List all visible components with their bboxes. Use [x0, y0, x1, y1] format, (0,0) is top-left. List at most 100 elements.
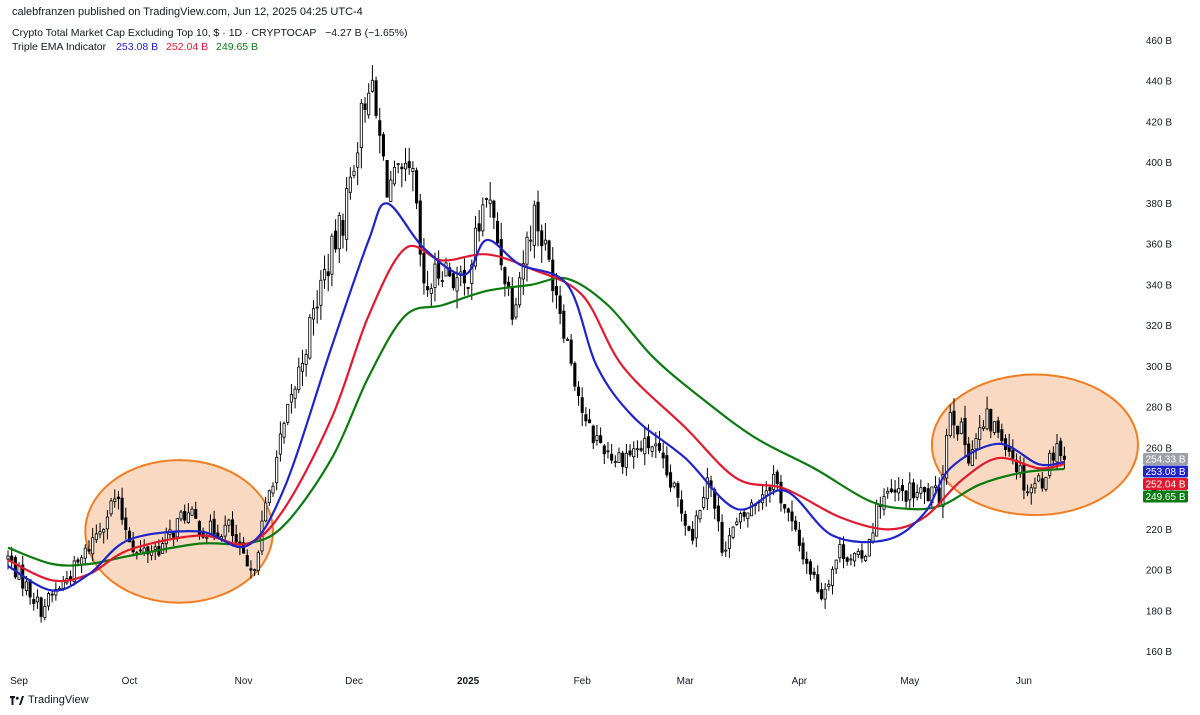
candle-body: [1062, 455, 1066, 460]
candle-body: [308, 317, 312, 359]
candle-body: [1022, 464, 1026, 491]
candle-body: [484, 198, 489, 200]
candle-body: [900, 485, 904, 492]
candle-body: [610, 453, 614, 461]
candle-body: [963, 417, 967, 446]
candle-body: [190, 508, 194, 516]
price-tag: [1143, 478, 1188, 490]
candle-body: [113, 498, 117, 503]
candle-body: [466, 287, 470, 289]
candle-body: [591, 425, 595, 444]
candle-body: [786, 508, 790, 513]
candle-body: [720, 521, 724, 553]
candle-body: [996, 420, 1000, 433]
candle-body: [304, 354, 308, 365]
candle-body: [359, 102, 363, 148]
candle-body: [223, 524, 227, 537]
candle-body: [1026, 491, 1030, 494]
candle-body: [705, 477, 709, 500]
price-tag-label: 253.08 B: [1145, 467, 1185, 478]
y-tick-label: 420 B: [1146, 117, 1172, 128]
candle-body: [10, 555, 14, 561]
candle-body: [624, 452, 628, 468]
candle-body: [823, 588, 827, 600]
candle-body: [337, 215, 341, 250]
candle-body: [816, 574, 820, 592]
candle-body: [639, 448, 643, 451]
candle-body: [801, 542, 805, 560]
candle-body: [212, 518, 216, 535]
candle-body: [621, 452, 625, 468]
tradingview-logo-icon: [10, 695, 24, 705]
x-tick-label: Sep: [10, 676, 28, 687]
candle-body: [650, 446, 654, 452]
candle-body: [440, 280, 444, 282]
candle-body: [518, 277, 522, 306]
candle-body: [35, 596, 39, 603]
candle-body: [613, 461, 617, 463]
candle-body: [654, 443, 658, 447]
brand-name: TradingView: [28, 694, 89, 706]
candle-body: [415, 170, 419, 204]
candle-body: [772, 473, 776, 490]
candle-body: [477, 223, 481, 232]
candle-body: [422, 252, 426, 284]
candle-body: [297, 366, 301, 391]
candle-body: [945, 434, 949, 479]
candle-body: [315, 306, 319, 309]
candle-body: [554, 286, 558, 296]
candle-body: [392, 166, 397, 185]
candle-body: [989, 409, 993, 432]
candle-body: [102, 529, 106, 533]
candle-body: [286, 404, 290, 423]
candle-body: [363, 103, 367, 110]
candle-body: [183, 510, 187, 521]
candle-body: [194, 509, 198, 519]
candle-body: [319, 279, 323, 306]
symbol-title: Crypto Total Market Cap Excluding Top 10…: [12, 27, 317, 39]
candle-body: [830, 568, 835, 586]
candle-body: [356, 152, 360, 168]
x-tick-label: Jun: [1016, 676, 1032, 687]
candle-body: [345, 188, 349, 240]
candle-body: [131, 540, 135, 553]
candle-body: [426, 286, 430, 291]
candle-body: [1040, 478, 1044, 489]
candle-body: [934, 485, 938, 489]
y-tick-label: 460 B: [1146, 36, 1172, 47]
candle-body: [271, 485, 275, 494]
candle-body: [293, 388, 297, 399]
candle-body: [142, 547, 146, 553]
candle-body: [105, 516, 109, 530]
x-tick-label: Mar: [677, 676, 695, 687]
candle-body: [569, 339, 573, 364]
candle-body: [919, 487, 923, 494]
y-tick-label: 180 B: [1146, 606, 1172, 617]
candle-body: [727, 535, 731, 549]
candle-body: [124, 517, 128, 531]
candle-body: [812, 571, 816, 576]
candle-body: [521, 263, 525, 280]
candle-body: [941, 474, 945, 507]
candle-body: [856, 550, 860, 556]
candle-body: [694, 515, 698, 539]
candle-body: [109, 500, 113, 515]
candle-body: [205, 536, 209, 539]
candle-body: [289, 394, 293, 403]
candle-body: [499, 239, 503, 266]
publisher-line: calebfranzen published on TradingView.co…: [12, 6, 363, 18]
candle-body: [646, 436, 650, 449]
candle-body: [300, 363, 305, 372]
y-tick-label: 280 B: [1146, 403, 1172, 414]
candle-body: [348, 176, 352, 193]
candle-body: [790, 511, 794, 522]
candle-body: [937, 487, 941, 504]
price-tag: [1143, 465, 1188, 478]
candle-body: [385, 159, 389, 198]
candle-body: [676, 482, 680, 498]
ema-mid-value: 252.04 B: [166, 41, 209, 53]
y-tick-label: 200 B: [1146, 566, 1172, 577]
ema-slow-value: 249.65 B: [216, 41, 259, 53]
candle-body: [948, 412, 952, 436]
